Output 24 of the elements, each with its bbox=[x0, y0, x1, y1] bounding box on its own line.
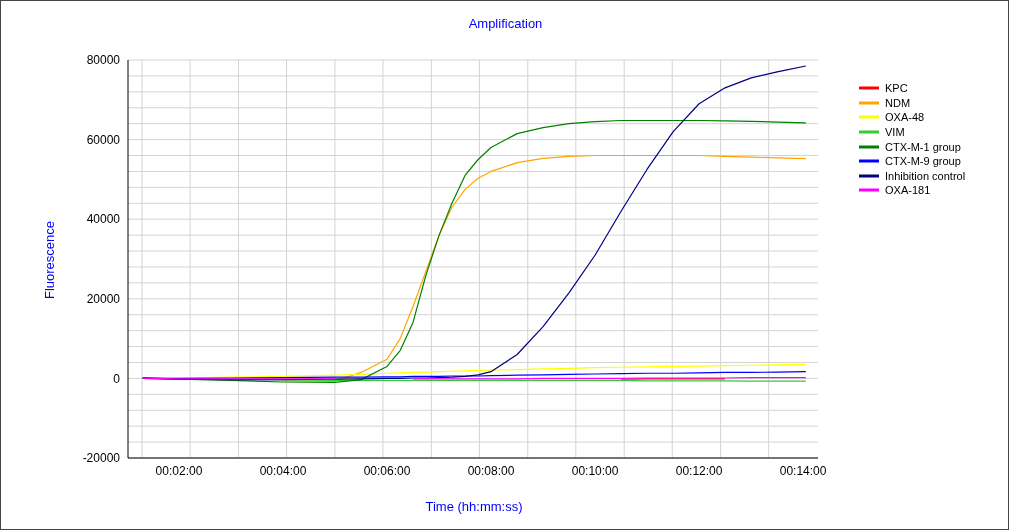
y-tick-label: 80000 bbox=[86, 53, 121, 68]
legend-label: CTX-M-1 group bbox=[885, 140, 961, 153]
y-tick-label: 0 bbox=[113, 371, 121, 386]
x-tick-label: 00:10:00 bbox=[571, 463, 619, 478]
y-tick-label: 40000 bbox=[86, 212, 121, 227]
x-tick-label: 00:12:00 bbox=[675, 463, 723, 478]
y-tick-label: -20000 bbox=[82, 451, 121, 466]
x-axis-title: Time (hh:mm:ss) bbox=[424, 499, 524, 514]
legend-label: KPC bbox=[885, 82, 908, 95]
chart-title: Amplification bbox=[467, 16, 544, 31]
legend-label: NDM bbox=[885, 96, 911, 109]
x-tick-label: 00:14:00 bbox=[779, 463, 827, 478]
x-tick-label: 00:04:00 bbox=[259, 463, 307, 478]
x-tick-label: 00:02:00 bbox=[155, 463, 203, 478]
legend-label: Inhibition control bbox=[885, 169, 966, 182]
legend-label: CTX-M-9 group bbox=[885, 155, 961, 168]
y-tick-label: 60000 bbox=[86, 132, 121, 147]
x-tick-label: 00:06:00 bbox=[363, 463, 411, 478]
x-tick-label: 00:08:00 bbox=[467, 463, 515, 478]
legend-label: VIM bbox=[885, 126, 905, 139]
y-tick-label: 20000 bbox=[86, 292, 121, 307]
legend-label: OXA-48 bbox=[885, 111, 925, 124]
y-axis-title: Fluorescence bbox=[41, 220, 57, 300]
legend-label: OXA-181 bbox=[885, 184, 931, 197]
